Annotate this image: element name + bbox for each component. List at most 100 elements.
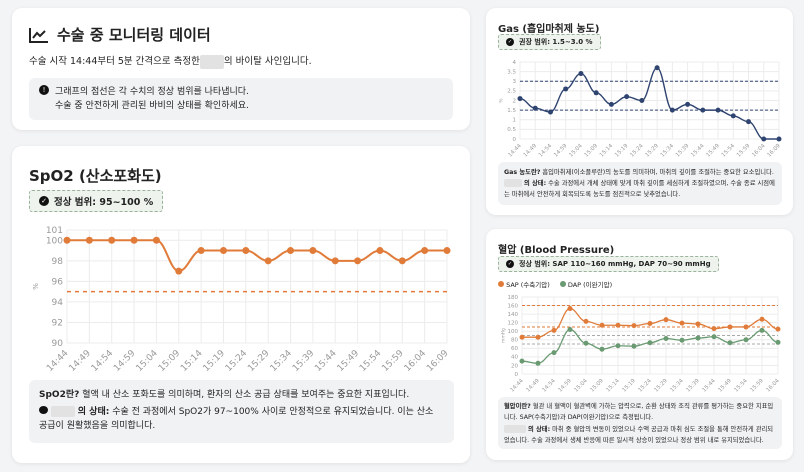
spo2-xtick: 15:19 [202,348,228,374]
bp-xtick: 15:34 [669,378,685,394]
gas-xtick: 15:59 [736,143,752,159]
gas-data-point [563,86,569,92]
spo2-ytick: 98 [52,257,64,267]
gas-xtick: 15:49 [705,143,721,159]
legend-sap[interactable]: SAP (수축기압) [498,279,550,289]
gas-series-line [519,67,779,140]
check-icon: ✓ [506,260,514,268]
gas-data-point [593,90,599,96]
bp-ytick: 160 [508,303,519,309]
bp-xtick: 14:44 [509,378,525,394]
bp-data-point [535,334,541,340]
bp-data-point [663,335,669,341]
header-card: 수술 중 모니터링 데이터 수술 시작 14:44부터 5분 간격으로 측정한 의… [12,8,470,130]
bp-xtick: 14:54 [541,378,557,394]
spo2-xtick: 15:39 [291,348,317,374]
bp-ytick: 80 [511,338,518,344]
spo2-xtick: 15:24 [224,348,250,374]
spo2-xtick: 16:04 [403,348,429,374]
spo2-ytick: 92 [52,318,63,328]
bp-data-point [535,360,541,366]
gas-data-point [776,136,782,142]
gas-data-point [761,136,767,142]
spo2-data-point [376,247,384,255]
page-title: 수술 중 모니터링 데이터 [57,26,211,44]
legend-dap[interactable]: DAP (이완기압) [559,279,612,289]
bp-data-point [711,334,717,340]
spo2-ytick: 94 [52,298,64,308]
gas-data-point [700,107,706,113]
bp-data-point [615,322,621,328]
spo2-data-point [63,236,71,244]
bp-legend: SAP (수축기압) DAP (이완기압) [498,279,612,289]
check-icon: ✓ [39,196,49,206]
gas-ytick: 1 [513,118,517,124]
bp-xtick: 16:04 [765,378,781,394]
bp-data-point [679,337,685,343]
gas-data-point [624,94,630,100]
gas-ytick: 1.5 [507,108,516,114]
bp-xtick: 14:59 [557,378,573,394]
gas-title: Gas (흡입마취제 농도) [498,24,600,35]
spo2-ytick: 96 [52,277,64,287]
bp-xtick: 15:19 [621,378,637,394]
bp-data-point [679,320,685,326]
gas-data-point [532,105,538,111]
spo2-ylabel: % [31,283,40,290]
spo2-xtick: 15:59 [380,348,406,374]
bp-xtick: 15:14 [605,378,621,394]
bp-data-point [759,327,765,333]
gas-xtick: 15:44 [690,143,706,159]
gas-ylabel: % [498,98,504,102]
gas-card: Gas (흡입마취제 농도) ✓ 권장 범위: 1.5~3.0 % Gas 농도란… [486,8,793,215]
bp-data-point [631,323,637,329]
spo2-xtick: 14:59 [112,348,138,374]
spo2-data-point [309,247,317,255]
bp-ylabel: mmHg [500,328,506,343]
bp-data-point [519,334,525,340]
gas-xtick: 16:09 [766,143,782,159]
bp-data-point [711,326,717,332]
bp-data-point [567,327,573,333]
bp-data-point [567,306,573,312]
spo2-ytick: 100 [46,236,63,246]
bp-xtick: 15:54 [733,378,749,394]
spo2-series-line [67,239,447,273]
gas-data-point [639,98,645,103]
spo2-xtick: 15:44 [313,348,339,374]
bp-xtick: 15:09 [589,378,605,394]
spo2-xtick: 15:14 [179,348,205,374]
spo2-xtick: 15:34 [269,348,295,374]
gas-xtick: 15:54 [721,143,737,159]
bp-range-badge: ✓ 정상 범위: SAP 110~160 mmHg, DAP 70~90 mmHg [498,256,719,272]
bp-data-point [759,316,765,322]
bp-data-point [647,321,653,327]
spo2-title: SpO2 (산소포화도) [29,167,162,185]
gas-ytick: 3.5 [507,69,516,75]
spo2-data-point [152,236,160,244]
spo2-data-point [443,247,451,255]
spo2-ytick: 101 [46,226,63,236]
gas-range-badge: ✓ 권장 범위: 1.5~3.0 % [498,34,601,50]
gas-data-point [685,101,691,107]
spo2-xtick: 15:04 [135,348,161,374]
bp-data-point [727,324,733,330]
spo2-note: SpO2란? 혈액 내 산소 포화도를 의미하며, 환자의 산소 공급 상태를 … [29,380,454,443]
spo2-data-point [398,257,406,265]
bp-data-point [551,327,557,333]
gas-ytick: 2.5 [507,89,516,95]
spo2-data-point [175,267,183,275]
info-icon: ! [39,84,49,95]
bp-ytick: 60 [511,346,518,352]
bp-data-point [663,317,669,323]
gas-xtick: 15:09 [584,143,600,159]
gas-xtick: 14:54 [538,143,554,159]
bp-ytick: 40 [511,355,518,361]
bp-data-point [727,340,733,346]
bp-data-point [615,343,621,349]
bp-xtick: 15:49 [717,378,733,394]
bp-data-point [647,340,653,346]
spo2-xtick: 16:09 [425,348,451,374]
spo2-data-point [85,236,93,244]
bp-data-point [775,326,781,332]
